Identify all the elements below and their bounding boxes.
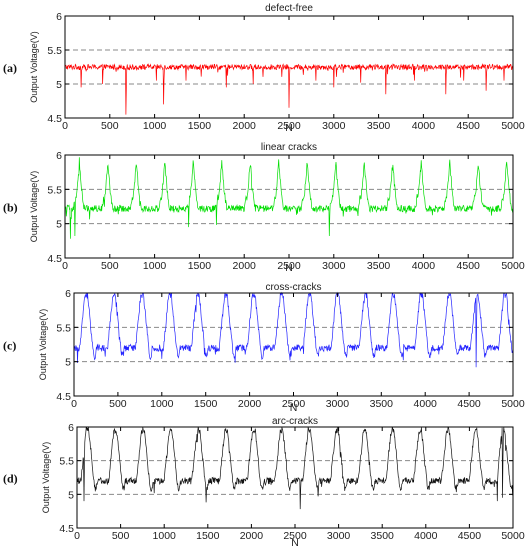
y-axis-label: Output Voltage(V) bbox=[29, 171, 39, 243]
x-tick-label: 4500 bbox=[457, 120, 481, 132]
chart-title: linear cracks bbox=[261, 142, 317, 153]
chart-title: defect-free bbox=[265, 3, 313, 14]
y-axis-label: Output Voltage(V) bbox=[29, 31, 39, 103]
x-tick-label: 1000 bbox=[143, 120, 167, 132]
x-tick-label: 4000 bbox=[412, 120, 436, 132]
y-tick-label: 5.5 bbox=[47, 45, 62, 57]
y-tick-label: 4.5 bbox=[56, 391, 71, 403]
series-line bbox=[64, 63, 514, 115]
x-tick-label: 4000 bbox=[412, 260, 436, 272]
y-tick-label: 4.5 bbox=[47, 113, 62, 125]
x-tick-label: 1000 bbox=[143, 260, 167, 272]
x-tick-label: 4500 bbox=[457, 398, 481, 410]
x-tick-label: 500 bbox=[112, 530, 130, 542]
x-tick-label: 500 bbox=[109, 398, 127, 410]
x-tick-label: 3500 bbox=[367, 120, 391, 132]
x-tick-label: 0 bbox=[62, 260, 68, 272]
x-tick-label: 1500 bbox=[188, 260, 212, 272]
x-tick-label: 2500 bbox=[283, 530, 307, 542]
x-tick-label: 4000 bbox=[414, 398, 438, 410]
chart-panel-2: linear cracks 0 500 1000 1500 2000 2500 3000 350… bbox=[3, 142, 525, 274]
x-tick-label: 2000 bbox=[240, 530, 264, 542]
x-tick-label: 1500 bbox=[188, 120, 212, 132]
x-tick-label: 3500 bbox=[367, 260, 391, 272]
x-tick-label: 4000 bbox=[414, 530, 438, 542]
x-tick-label: 4500 bbox=[457, 260, 481, 272]
x-tick-label: 1000 bbox=[150, 398, 174, 410]
series-line bbox=[73, 291, 514, 368]
x-tick-label: 2500 bbox=[277, 120, 301, 132]
y-tick-label: 5 bbox=[56, 219, 62, 231]
x-tick-label: 3000 bbox=[322, 120, 346, 132]
y-tick-label: 4.5 bbox=[47, 253, 62, 265]
y-tick-label: 6 bbox=[65, 288, 71, 300]
y-tick-label: 6 bbox=[68, 422, 74, 434]
x-tick-label: 4500 bbox=[458, 530, 482, 542]
x-tick-label: 5000 bbox=[501, 260, 525, 272]
x-tick-label: 2500 bbox=[277, 260, 301, 272]
x-tick-label: 1500 bbox=[194, 398, 218, 410]
x-tick-label: 2000 bbox=[238, 398, 262, 410]
panel-label: (d) bbox=[3, 472, 18, 486]
x-axis-label: N bbox=[285, 122, 293, 134]
series-line bbox=[64, 157, 514, 239]
x-tick-label: 3500 bbox=[370, 398, 394, 410]
y-axis-label: Output Voltage(V) bbox=[38, 309, 48, 381]
y-tick-label: 5.5 bbox=[59, 456, 74, 468]
plot-frame bbox=[76, 426, 514, 529]
chart-panel-4: arc-cracks 0 500 1000 1500 2000 2500 3000 3500 40… bbox=[3, 416, 525, 549]
x-tick-label: 500 bbox=[101, 260, 119, 272]
x-tick-label: 0 bbox=[74, 530, 80, 542]
chart-title: cross-cracks bbox=[265, 282, 321, 293]
x-tick-label: 5000 bbox=[501, 120, 525, 132]
x-tick-label: 3500 bbox=[371, 530, 395, 542]
plot-frame bbox=[64, 154, 514, 259]
panel-label: (c) bbox=[3, 339, 16, 353]
x-tick-label: 3000 bbox=[327, 530, 351, 542]
y-axis-label: Output Voltage(V) bbox=[41, 442, 51, 514]
x-tick-label: 3000 bbox=[322, 260, 346, 272]
y-tick-label: 4.5 bbox=[59, 523, 74, 535]
x-tick-label: 3000 bbox=[326, 398, 350, 410]
x-tick-label: 5000 bbox=[501, 398, 525, 410]
x-tick-label: 2500 bbox=[282, 398, 306, 410]
x-tick-label: 0 bbox=[62, 120, 68, 132]
y-tick-label: 5 bbox=[68, 489, 74, 501]
chart-panel-1: defect-free 0 500 1000 1500 2000 2500 3000 3500 4… bbox=[3, 3, 525, 134]
y-tick-label: 5.5 bbox=[47, 184, 62, 196]
x-tick-label: 500 bbox=[101, 120, 119, 132]
x-axis-label: N bbox=[291, 537, 299, 549]
x-axis-label: N bbox=[290, 402, 298, 414]
x-tick-label: 2000 bbox=[233, 260, 257, 272]
x-axis-label: N bbox=[285, 262, 293, 274]
panel-label: (a) bbox=[3, 61, 17, 75]
y-tick-label: 6 bbox=[56, 150, 62, 162]
x-tick-label: 1500 bbox=[196, 530, 220, 542]
x-tick-label: 5000 bbox=[501, 530, 525, 542]
x-tick-label: 1000 bbox=[153, 530, 177, 542]
chart-panel-3: cross-cracks 0 500 1000 1500 2000 2500 3000 3500… bbox=[3, 282, 525, 414]
panel-label: (b) bbox=[3, 201, 18, 215]
series-line bbox=[76, 426, 514, 510]
x-tick-label: 0 bbox=[71, 398, 77, 410]
chart-title: arc-cracks bbox=[272, 416, 318, 427]
y-tick-label: 5.5 bbox=[56, 322, 71, 334]
y-tick-label: 5 bbox=[56, 79, 62, 91]
x-tick-label: 2000 bbox=[233, 120, 257, 132]
y-tick-label: 6 bbox=[56, 11, 62, 23]
y-tick-label: 5 bbox=[65, 357, 71, 369]
